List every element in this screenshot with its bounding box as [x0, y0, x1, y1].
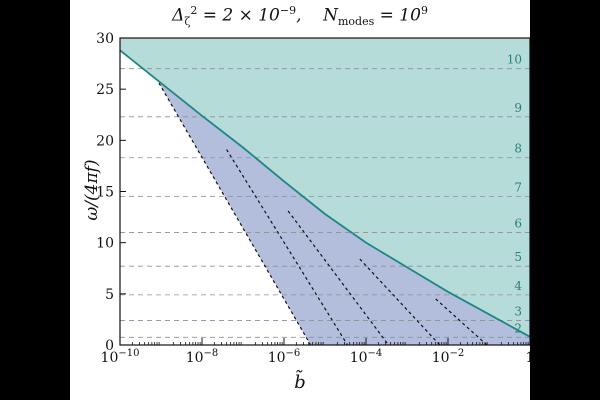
level-label-8: 8	[514, 142, 522, 156]
level-label-5: 5	[514, 250, 522, 264]
level-label-4: 4	[514, 279, 522, 293]
y-tick-label-15: 15	[96, 185, 114, 201]
teal-region-above-cutoff	[120, 38, 530, 337]
chart-title: Δζ2 = 2 × 10−9, Nmodes = 109	[172, 4, 428, 29]
dashed-diagonal-2	[226, 149, 349, 346]
chart-canvas: Δζ2 = 2 × 10−9, Nmodes = 109 ω/(4πf) b̃ …	[70, 0, 530, 400]
x-tick-label--8: 10−8	[186, 348, 219, 366]
x-tick-label--6: 10−6	[268, 348, 301, 366]
blue-allowed-region	[158, 83, 530, 345]
x-tick-label--10: 10−10	[101, 348, 140, 366]
x-tick-label-0: 1	[526, 350, 530, 366]
dashed-diagonal-4	[359, 258, 441, 346]
y-tick-label-0: 0	[105, 338, 114, 354]
level-label-6: 6	[514, 216, 522, 230]
x-axis-label: b̃	[294, 372, 306, 393]
y-tick-label-10: 10	[96, 236, 114, 252]
level-label-7: 7	[514, 181, 522, 195]
level-label-9: 9	[514, 101, 522, 115]
y-tick-label-5: 5	[105, 287, 114, 303]
dashed-diagonal-3	[287, 210, 390, 346]
level-label-10: 10	[507, 53, 522, 67]
y-tick-label-25: 25	[96, 82, 114, 98]
level-label-3: 3	[514, 304, 522, 318]
dashed-diagonal-1	[158, 82, 312, 346]
plot-svg: 2 3 4 5 6 7 8 9 10 0 5 10 15 20 25 30 10−10 10−8 10−6 10−4 1…	[96, 31, 530, 366]
cutoff-curve	[119, 49, 530, 338]
y-tick-label-30: 30	[96, 31, 114, 47]
level-label-2: 2	[514, 321, 522, 335]
x-tick-label--4: 10−4	[350, 348, 383, 366]
x-tick-label--2: 10−2	[432, 348, 465, 366]
y-tick-label-20: 20	[96, 133, 114, 149]
